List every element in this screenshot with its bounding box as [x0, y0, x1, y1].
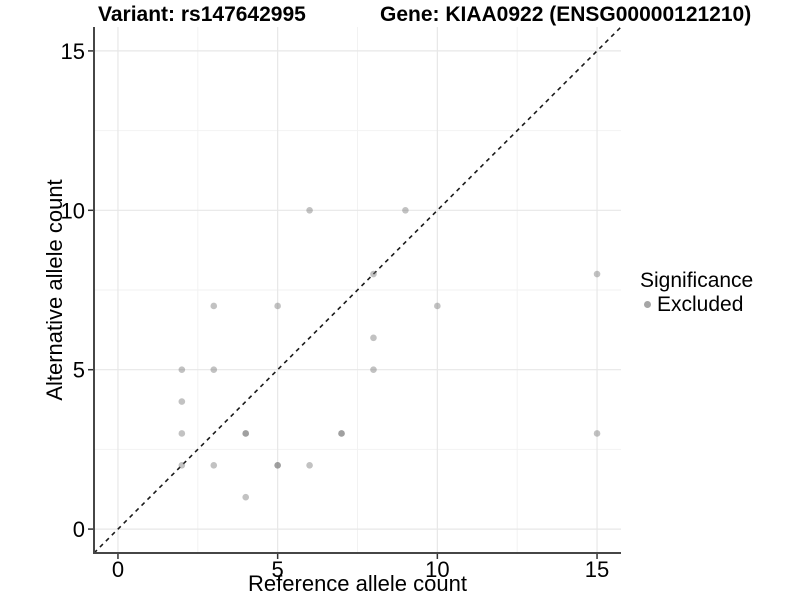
x-tick-label: 10	[425, 557, 449, 582]
plot-title-variant: Variant: rs147642995	[98, 3, 306, 26]
identity-line	[93, 26, 622, 554]
data-point	[593, 430, 601, 437]
data-point	[306, 207, 313, 214]
x-axis-title: Reference allele count	[248, 571, 467, 596]
x-tick-label: 0	[112, 557, 124, 582]
legend-key-dot-icon	[644, 301, 651, 308]
x-tick-label: 5	[272, 557, 284, 582]
data-point	[338, 430, 345, 437]
data-point	[178, 430, 186, 437]
y-axis-title: Alternative allele count	[42, 179, 67, 401]
y-tick-label: 15	[61, 39, 85, 64]
data-point	[210, 366, 218, 373]
y-tick-label: 0	[73, 517, 85, 542]
data-point	[210, 462, 218, 469]
data-point	[434, 302, 441, 310]
data-point	[242, 493, 250, 501]
y-tick-label: 5	[73, 358, 85, 383]
plot-title-gene: Gene: KIAA0922 (ENSG00000121210)	[380, 3, 752, 26]
x-tick-label: 15	[585, 557, 609, 582]
data-point	[210, 302, 218, 310]
data-point	[178, 462, 186, 469]
y-tick-label: 10	[61, 198, 85, 223]
legend-entry-label: Excluded	[657, 293, 744, 316]
data-point	[370, 270, 377, 278]
data-point	[274, 302, 281, 310]
data-point	[338, 430, 345, 437]
data-point	[178, 366, 186, 373]
data-point	[306, 462, 313, 469]
data-point	[370, 366, 377, 373]
data-point	[370, 334, 377, 342]
data-point	[178, 398, 186, 405]
data-point	[274, 462, 281, 469]
data-point	[402, 207, 409, 214]
data-point	[242, 430, 250, 437]
legend-title: Significance	[640, 269, 754, 292]
data-point	[242, 430, 250, 437]
legend: Significance Excluded	[640, 270, 753, 315]
legend-entry-excluded: Excluded	[640, 294, 753, 315]
data-point	[593, 270, 601, 278]
data-point	[274, 462, 281, 469]
